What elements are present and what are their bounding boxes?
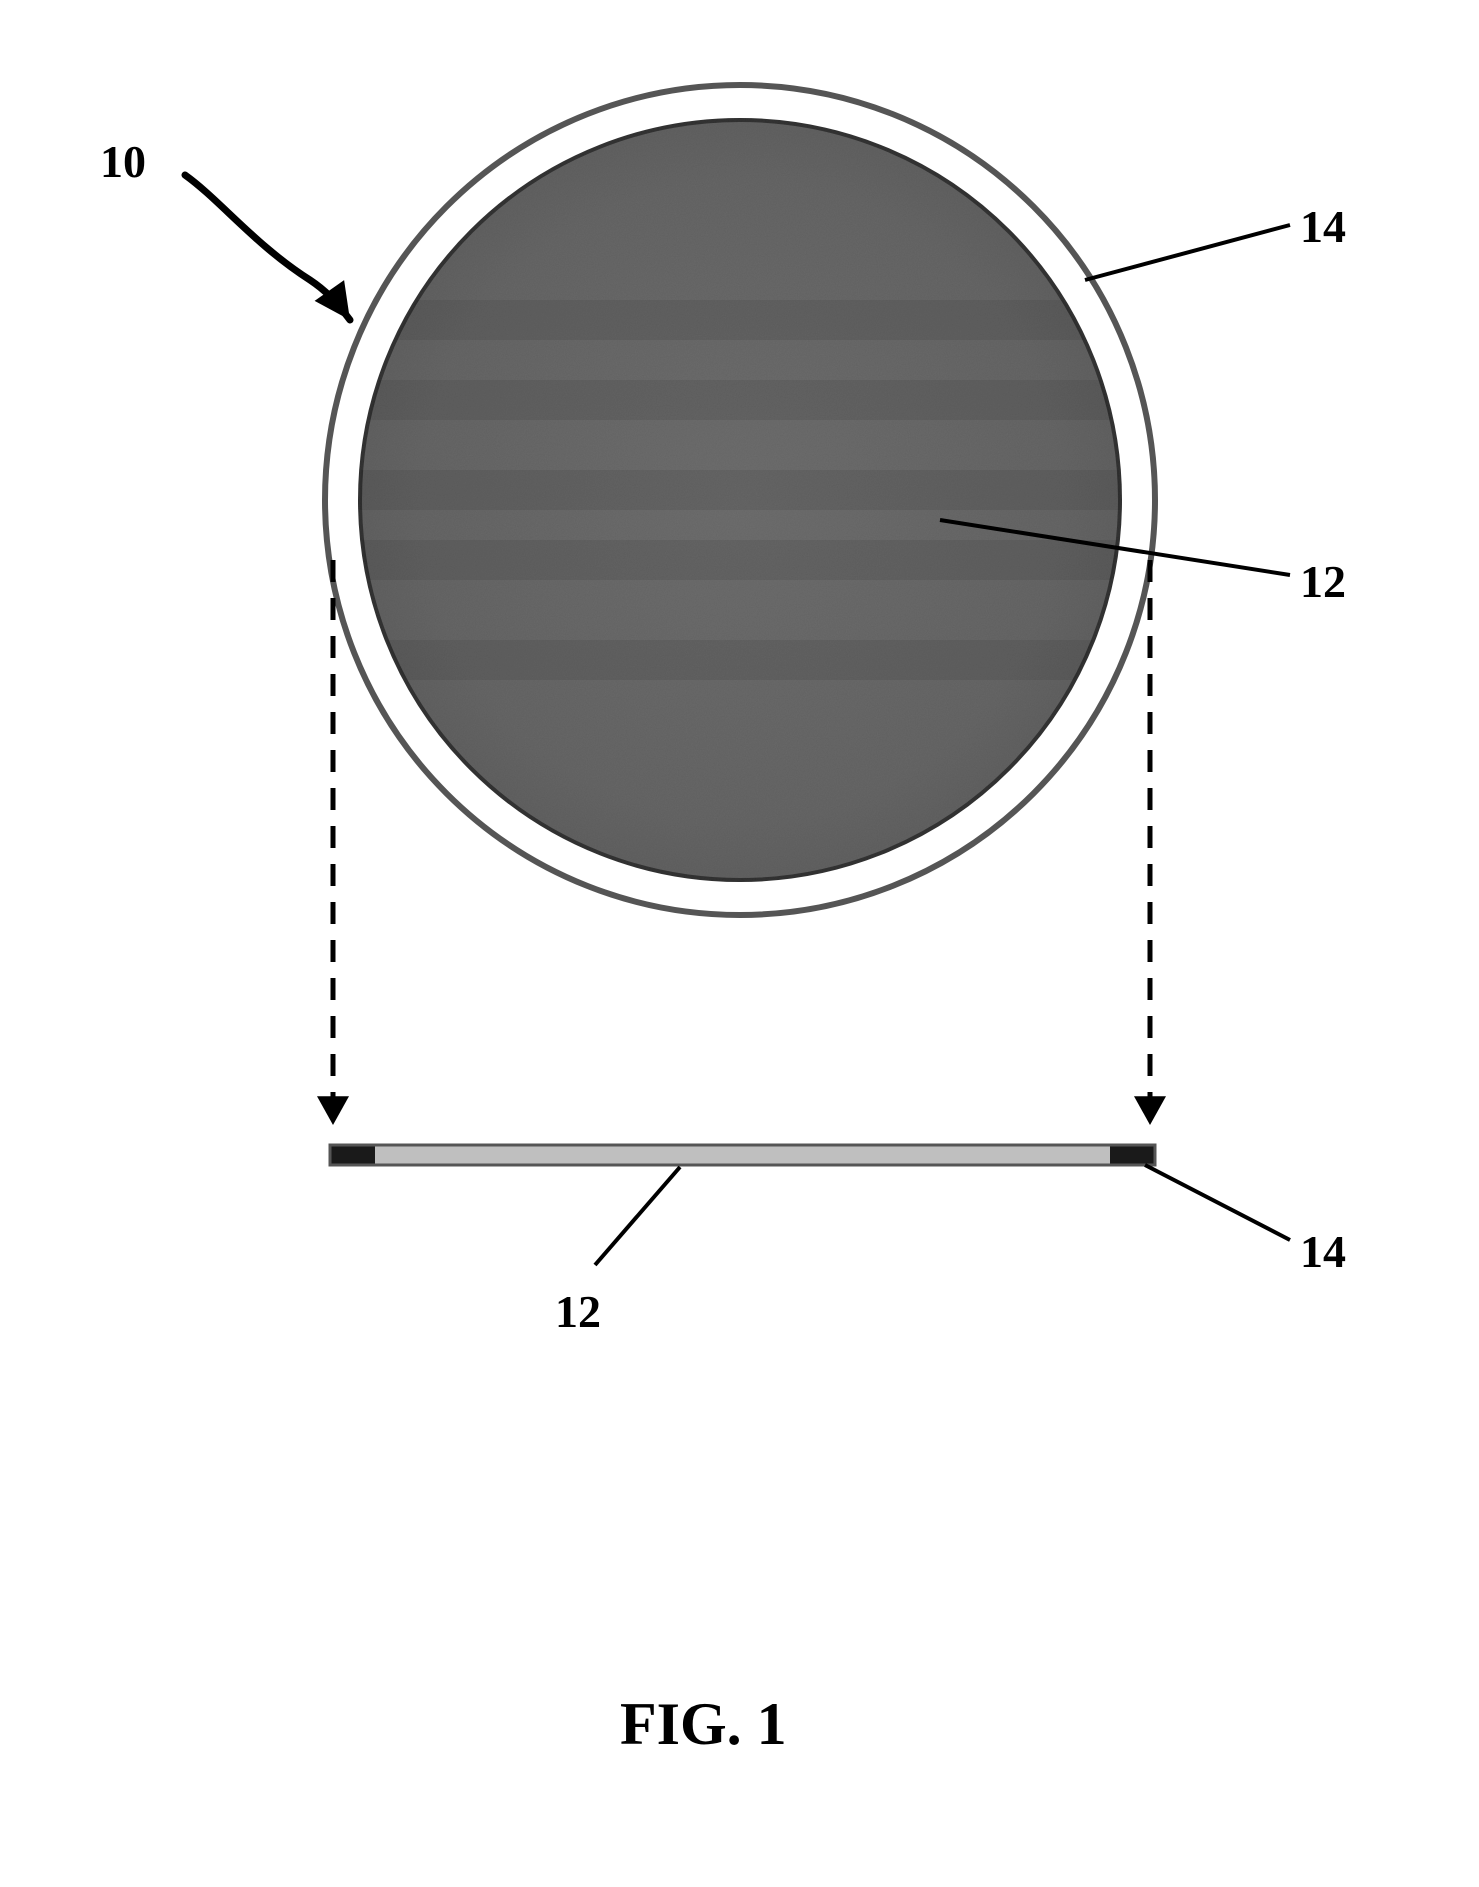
cross-section-core [330,1145,1155,1165]
label-10: 10 [100,135,146,188]
figure-svg [0,0,1479,1887]
arrowhead-right [1134,1096,1166,1125]
cross-section-left-end [330,1145,375,1165]
callout-10 [185,175,350,320]
label-14-bottom: 14 [1300,1225,1346,1278]
leader-14-top [1085,225,1290,280]
leader-14-bottom [1145,1165,1290,1240]
cross-section-right-end [1110,1145,1155,1165]
cross-section [330,1145,1155,1165]
figure-caption: FIG. 1 [620,1690,787,1759]
label-12-top: 12 [1300,555,1346,608]
arrowhead-left [317,1096,349,1125]
label-12-bottom: 12 [555,1285,601,1338]
label-14-top: 14 [1300,200,1346,253]
figure-page: 10 14 12 14 12 FIG. 1 [0,0,1479,1887]
leader-12-bottom [595,1167,680,1265]
